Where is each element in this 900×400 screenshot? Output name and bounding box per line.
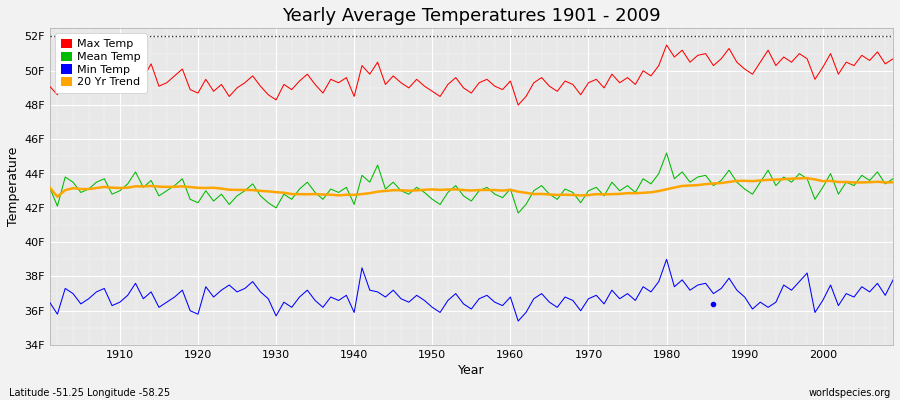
X-axis label: Year: Year	[458, 364, 484, 377]
Title: Yearly Average Temperatures 1901 - 2009: Yearly Average Temperatures 1901 - 2009	[282, 7, 661, 25]
Text: Latitude -51.25 Longitude -58.25: Latitude -51.25 Longitude -58.25	[9, 388, 170, 398]
Legend: Max Temp, Mean Temp, Min Temp, 20 Yr Trend: Max Temp, Mean Temp, Min Temp, 20 Yr Tre…	[55, 34, 147, 93]
Y-axis label: Temperature: Temperature	[7, 147, 20, 226]
Text: worldspecies.org: worldspecies.org	[809, 388, 891, 398]
